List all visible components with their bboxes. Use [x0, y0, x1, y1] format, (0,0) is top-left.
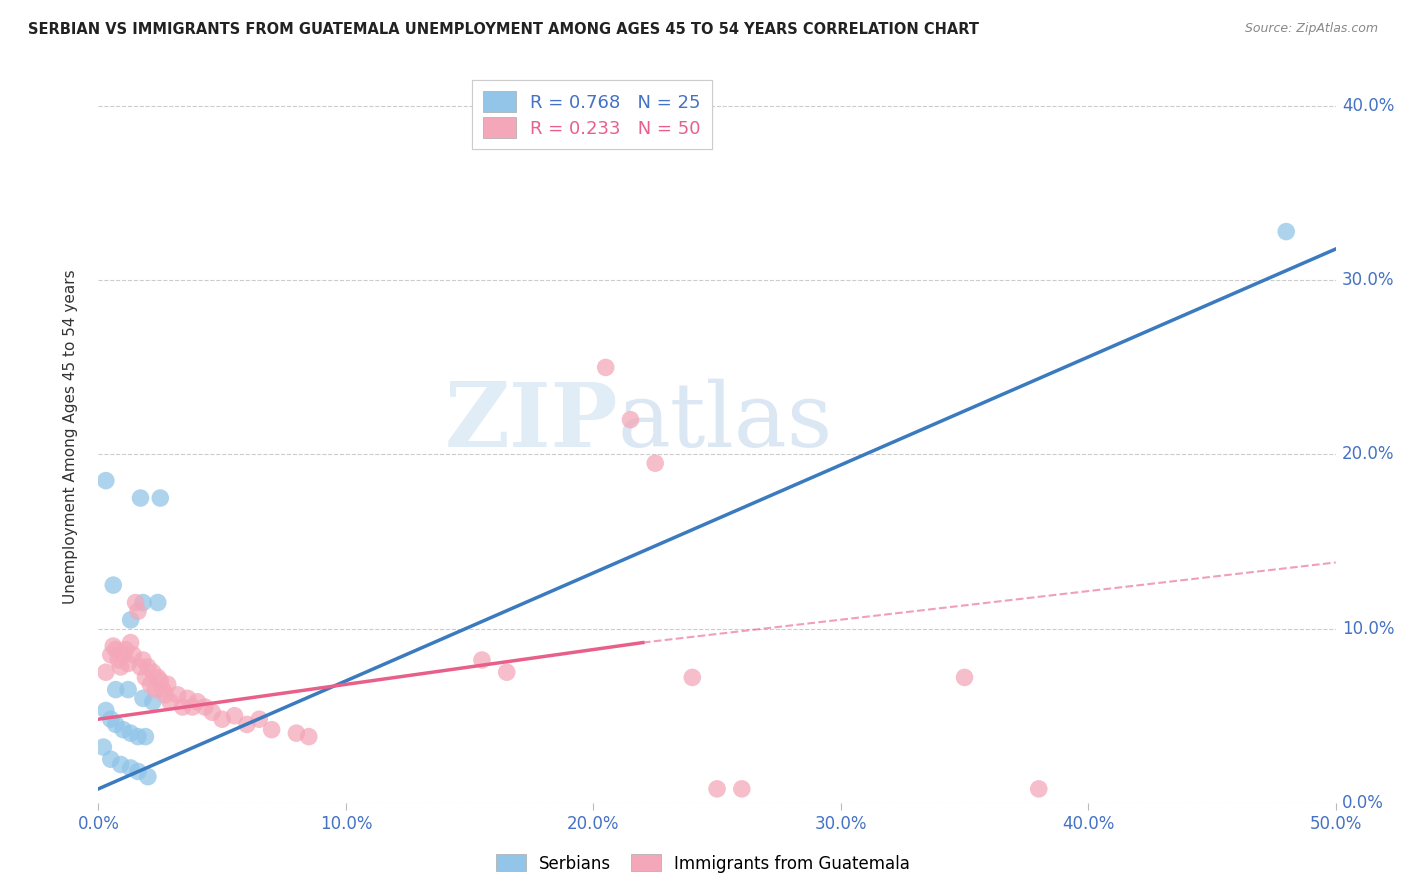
Point	[100, 648, 122, 662]
Point	[156, 677, 179, 691]
Point	[1275, 225, 1298, 239]
Point	[100, 752, 122, 766]
Point	[731, 781, 754, 796]
Point	[247, 712, 270, 726]
Point	[136, 660, 159, 674]
Point	[152, 682, 174, 697]
Point	[134, 670, 156, 684]
Point	[104, 642, 127, 657]
Point	[146, 670, 169, 684]
Text: ZIP: ZIP	[444, 379, 619, 466]
Point	[595, 360, 617, 375]
Point	[176, 691, 198, 706]
Point	[120, 726, 142, 740]
Point	[94, 665, 117, 680]
Point	[114, 642, 136, 657]
Point	[142, 695, 165, 709]
Point	[136, 770, 159, 784]
Point	[122, 648, 145, 662]
Point	[124, 595, 146, 609]
Point	[211, 712, 233, 726]
Point	[495, 665, 517, 680]
Point	[142, 665, 165, 680]
Text: 0.0%: 0.0%	[1341, 794, 1384, 812]
Point	[100, 712, 122, 726]
Point	[159, 695, 181, 709]
Point	[644, 456, 666, 470]
Point	[112, 648, 135, 662]
Point	[201, 705, 224, 719]
Point	[120, 613, 142, 627]
Text: 30.0%: 30.0%	[1341, 271, 1395, 289]
Text: 20.0%: 20.0%	[1341, 445, 1395, 464]
Point	[94, 474, 117, 488]
Point	[127, 730, 149, 744]
Point	[194, 700, 217, 714]
Point	[104, 682, 127, 697]
Point	[110, 757, 132, 772]
Point	[120, 761, 142, 775]
Point	[155, 688, 177, 702]
Text: 40.0%: 40.0%	[1341, 97, 1395, 115]
Point	[149, 673, 172, 688]
Point	[181, 700, 204, 714]
Point	[129, 491, 152, 505]
Point	[107, 653, 129, 667]
Point	[117, 657, 139, 671]
Point	[127, 764, 149, 779]
Point	[112, 723, 135, 737]
Point	[224, 708, 246, 723]
Point	[149, 491, 172, 505]
Point	[129, 660, 152, 674]
Text: 10.0%: 10.0%	[1341, 620, 1395, 638]
Point	[110, 660, 132, 674]
Point	[471, 653, 494, 667]
Point	[134, 730, 156, 744]
Point	[186, 695, 208, 709]
Point	[132, 595, 155, 609]
Point	[172, 700, 194, 714]
Text: atlas: atlas	[619, 379, 834, 467]
Point	[120, 635, 142, 649]
Point	[298, 730, 321, 744]
Y-axis label: Unemployment Among Ages 45 to 54 years: Unemployment Among Ages 45 to 54 years	[63, 269, 77, 605]
Point	[953, 670, 976, 684]
Point	[260, 723, 283, 737]
Point	[1028, 781, 1050, 796]
Legend: R = 0.768   N = 25, R = 0.233   N = 50: R = 0.768 N = 25, R = 0.233 N = 50	[472, 80, 711, 149]
Point	[619, 412, 641, 426]
Point	[236, 717, 259, 731]
Point	[132, 691, 155, 706]
Point	[103, 578, 125, 592]
Legend: Serbians, Immigrants from Guatemala: Serbians, Immigrants from Guatemala	[489, 847, 917, 880]
Point	[166, 688, 188, 702]
Point	[285, 726, 308, 740]
Point	[143, 682, 166, 697]
Point	[117, 682, 139, 697]
Point	[104, 717, 127, 731]
Point	[681, 670, 703, 684]
Point	[94, 704, 117, 718]
Point	[146, 595, 169, 609]
Point	[103, 639, 125, 653]
Text: Source: ZipAtlas.com: Source: ZipAtlas.com	[1244, 22, 1378, 36]
Point	[127, 604, 149, 618]
Point	[706, 781, 728, 796]
Point	[132, 653, 155, 667]
Point	[93, 740, 115, 755]
Point	[139, 677, 162, 691]
Text: SERBIAN VS IMMIGRANTS FROM GUATEMALA UNEMPLOYMENT AMONG AGES 45 TO 54 YEARS CORR: SERBIAN VS IMMIGRANTS FROM GUATEMALA UNE…	[28, 22, 979, 37]
